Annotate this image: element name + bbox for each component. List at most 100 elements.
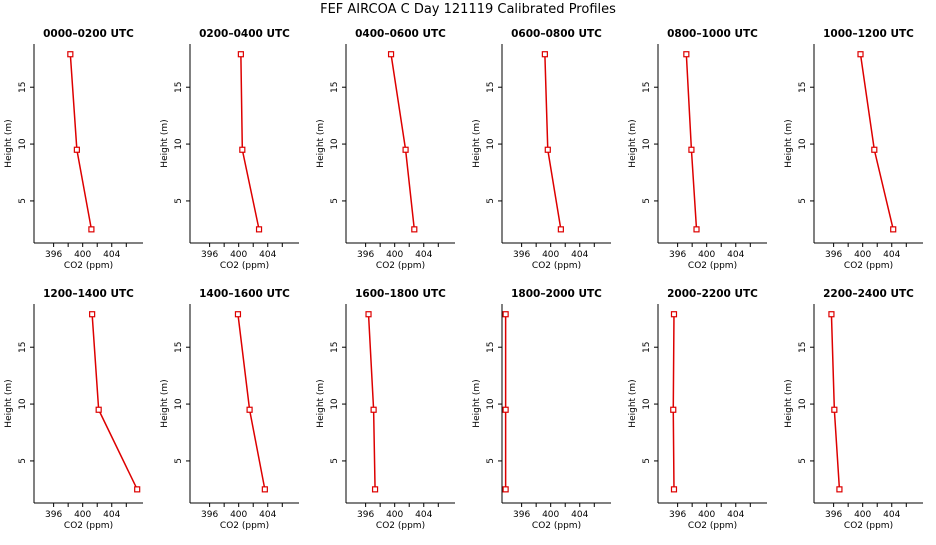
y-tick-label: 10 — [18, 138, 28, 150]
x-tick-label: 396 — [201, 510, 218, 520]
x-tick-label: 404 — [103, 250, 120, 260]
x-tick-label: 400 — [74, 510, 91, 520]
y-tick-label: 15 — [798, 341, 808, 352]
x-tick-label: 396 — [513, 250, 530, 260]
x-tick-label: 404 — [259, 250, 276, 260]
x-tick-label: 396 — [825, 510, 842, 520]
chart-panel: 2200–2400 UTC 396 400 404 5 10 15 CO2 (ppm) Heig… — [784, 288, 923, 531]
data-point — [370, 406, 377, 413]
x-axis-label: CO2 (ppm) — [532, 261, 581, 271]
chart-panel: 1200–1400 UTC 396 400 404 5 10 15 CO2 (ppm) Heig… — [4, 288, 143, 531]
x-tick-label: 400 — [854, 510, 871, 520]
panel-title: 0000–0200 UTC — [43, 28, 134, 40]
data-point — [693, 226, 700, 233]
y-tick-label: 15 — [642, 81, 652, 92]
data-point — [670, 486, 678, 493]
y-tick-label: 5 — [330, 198, 340, 204]
data-point — [871, 146, 878, 153]
y-tick-label: 5 — [642, 458, 652, 464]
y-tick-label: 15 — [486, 341, 496, 352]
y-tick-label: 15 — [18, 341, 28, 352]
y-tick-label: 15 — [642, 341, 652, 352]
data-point — [371, 486, 379, 493]
data-point — [688, 146, 695, 153]
data-point — [402, 146, 409, 153]
data-point — [670, 311, 678, 318]
y-tick-label: 15 — [18, 81, 28, 92]
data-point — [828, 311, 835, 318]
x-tick-label: 404 — [571, 510, 588, 520]
y-tick-label: 5 — [642, 198, 652, 204]
y-tick-label: 10 — [642, 138, 652, 150]
x-tick-label: 396 — [357, 250, 374, 260]
panel-title: 0600–0800 UTC — [511, 28, 602, 40]
chart-panel: 1400–1600 UTC 396 400 404 5 10 15 CO2 (ppm) Heig… — [160, 288, 299, 531]
chart-panel: 0200–0400 UTC 396 400 404 5 10 15 CO2 (ppm) Heig… — [160, 28, 299, 271]
panel-title: 1800–2000 UTC — [511, 288, 602, 300]
y-axis-label: Height (m) — [316, 379, 326, 427]
y-axis-label: Height (m) — [160, 119, 170, 167]
x-tick-label: 396 — [669, 250, 686, 260]
data-point — [239, 146, 246, 153]
x-axis-label: CO2 (ppm) — [844, 261, 893, 271]
x-tick-label: 400 — [542, 250, 559, 260]
chart-panel: 0600–0800 UTC 396 400 404 5 10 15 CO2 (ppm) Heig… — [472, 28, 611, 271]
data-point — [557, 226, 564, 233]
x-tick-label: 400 — [698, 250, 715, 260]
y-tick-label: 5 — [486, 458, 496, 464]
data-point — [73, 146, 80, 153]
chart-panel: 2000–2200 UTC 396 400 404 5 10 15 CO2 (ppm) Heig… — [628, 288, 767, 531]
y-tick-label: 10 — [486, 398, 496, 410]
data-point — [134, 486, 141, 493]
y-axis-label: Height (m) — [472, 379, 482, 427]
x-axis-label: CO2 (ppm) — [376, 261, 425, 271]
x-tick-label: 404 — [727, 510, 744, 520]
x-axis-label: CO2 (ppm) — [688, 521, 737, 531]
data-point — [831, 406, 838, 413]
panel-title: 2200–2400 UTC — [823, 288, 914, 300]
panel-title: 1400–1600 UTC — [199, 288, 290, 300]
data-point — [890, 226, 897, 233]
x-tick-label: 404 — [571, 250, 588, 260]
y-tick-label: 10 — [642, 398, 652, 410]
profile-line — [544, 54, 562, 230]
y-tick-label: 10 — [18, 398, 28, 410]
chart-panel: 1600–1800 UTC 396 400 404 5 10 15 CO2 (ppm) Heig… — [316, 288, 455, 531]
y-tick-label: 10 — [174, 398, 184, 410]
data-point — [237, 51, 244, 58]
y-tick-label: 15 — [174, 81, 184, 92]
x-tick-label: 404 — [727, 250, 744, 260]
y-axis-label: Height (m) — [628, 379, 638, 427]
profile-line — [390, 54, 416, 230]
y-tick-label: 15 — [330, 81, 340, 92]
y-tick-label: 15 — [798, 81, 808, 92]
x-tick-label: 404 — [415, 250, 432, 260]
x-tick-label: 400 — [230, 510, 247, 520]
y-tick-label: 5 — [174, 198, 184, 204]
data-point — [411, 226, 418, 233]
data-point — [365, 311, 372, 318]
profile-line — [367, 314, 376, 490]
x-tick-label: 400 — [854, 250, 871, 260]
panel-title: 2000–2200 UTC — [667, 288, 758, 300]
profile-line — [91, 314, 138, 490]
chart-panel: 1800–2000 UTC 396 400 404 5 10 15 CO2 (ppm) Heig… — [472, 288, 611, 531]
x-axis-label: CO2 (ppm) — [64, 521, 113, 531]
y-tick-label: 5 — [18, 458, 28, 464]
x-tick-label: 404 — [415, 510, 432, 520]
y-tick-label: 5 — [798, 198, 808, 204]
chart-panel: 1000–1200 UTC 396 400 404 5 10 15 CO2 (ppm) Heig… — [784, 28, 923, 271]
data-point — [670, 406, 677, 413]
x-tick-label: 396 — [357, 510, 374, 520]
panel-title: 1200–1400 UTC — [43, 288, 134, 300]
figure-title: FEF AIRCOA C Day 121119 Calibrated Profi… — [320, 2, 616, 17]
profile-line — [237, 314, 266, 490]
chart-panel: 0800–1000 UTC 396 400 404 5 10 15 CO2 (ppm) Heig… — [628, 28, 767, 271]
x-tick-label: 400 — [386, 510, 403, 520]
x-axis-label: CO2 (ppm) — [532, 521, 581, 531]
data-point — [502, 486, 509, 493]
y-axis-label: Height (m) — [316, 119, 326, 167]
x-tick-label: 400 — [74, 250, 91, 260]
x-tick-label: 396 — [825, 250, 842, 260]
